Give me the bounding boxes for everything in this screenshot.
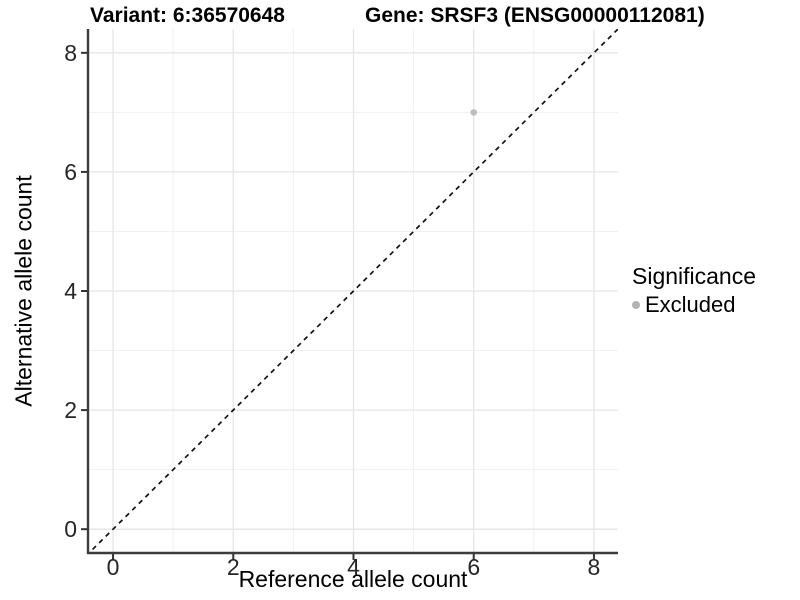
y-tick-label: 2: [64, 397, 77, 423]
x-axis-title: Reference allele count: [238, 566, 468, 592]
x-tick-label: 6: [467, 554, 480, 580]
y-tick-label: 6: [64, 159, 77, 185]
variant-title: Variant: 6:36570648: [90, 4, 285, 27]
y-tick-label: 4: [64, 278, 77, 304]
x-tick-label: 4: [347, 554, 360, 580]
x-tick-label: 2: [227, 554, 240, 580]
y-tick-label: 8: [64, 40, 77, 66]
gene-title: Gene: SRSF3 (ENSG00000112081): [365, 4, 705, 27]
y-tick-label: 0: [64, 516, 77, 542]
data-point: [470, 109, 478, 116]
legend-title: Significance: [632, 263, 757, 289]
identity-dashed-line: [89, 29, 618, 553]
y-axis-title: Alternative allele count: [10, 175, 37, 407]
legend-key-dot-icon: [632, 301, 640, 309]
legend: Significance Excluded: [632, 263, 756, 318]
legend-item-label: Excluded: [645, 292, 736, 317]
x-tick-label: 8: [588, 554, 601, 580]
x-tick-label: 0: [107, 554, 120, 580]
legend-item-excluded: Excluded: [632, 292, 756, 318]
